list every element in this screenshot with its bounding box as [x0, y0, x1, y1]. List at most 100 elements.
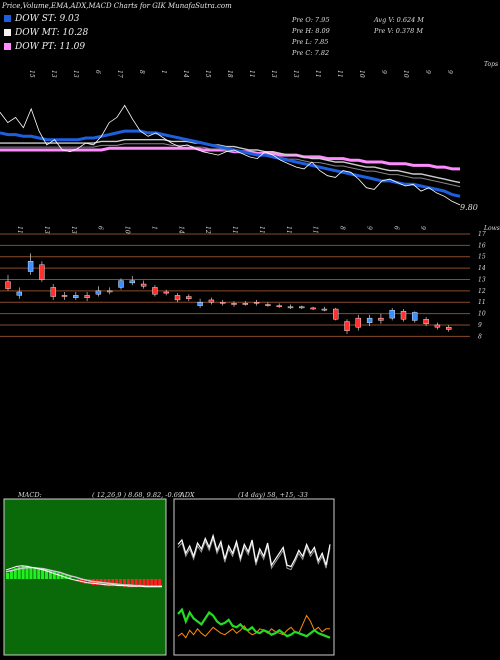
macd-title: MACD:	[18, 491, 42, 499]
top-date-label: 10	[358, 70, 365, 78]
candle-body	[276, 305, 282, 307]
candle-body	[61, 295, 68, 297]
candle-body	[73, 295, 79, 298]
top-date-label: 10	[402, 70, 409, 78]
candle-body	[129, 280, 136, 284]
macd-name: MACD	[18, 491, 40, 499]
adx-values: (14 day) 58, +15, -33	[238, 491, 308, 499]
y-tick-label: 10	[478, 311, 486, 318]
candle-body	[152, 287, 158, 295]
macd-histogram-bar	[84, 579, 87, 584]
candle-body	[355, 317, 361, 328]
macd-histogram-bar	[158, 579, 162, 588]
legend-dow-mt: DOW MT: 10.28	[4, 28, 88, 38]
candle-body	[412, 312, 418, 321]
mid-date-label: 8	[339, 226, 346, 230]
macd-histogram-bar	[126, 579, 130, 588]
macd-histogram-bar	[56, 573, 60, 579]
candle-body	[378, 317, 384, 321]
macd-histogram-bar	[37, 568, 41, 579]
chart-header-title: Price,Volume,EMA,ADX,MACD Charts for GIK…	[2, 2, 232, 10]
price-gridlines: 17 16 15 14 13 12 11 10 9 8	[0, 231, 486, 340]
macd-histogram-bar	[146, 579, 150, 588]
macd-histogram-bar	[115, 579, 119, 587]
candle-body	[95, 290, 102, 295]
macd-histogram-bar	[154, 579, 158, 588]
top-date-label: 17	[116, 70, 123, 78]
macd-histogram-bar	[52, 571, 56, 579]
adx-series-di	[177, 607, 331, 639]
series-line-price	[0, 104, 461, 206]
macd-histogram-bar	[150, 579, 154, 588]
macd-histogram-bar	[29, 567, 33, 579]
y-tick-label: 17	[478, 231, 486, 238]
macd-line	[5, 565, 162, 588]
mid-date-label: 14	[177, 226, 184, 234]
top-date-labels: 15 13 13 6 17 8 1 14 15 18 11 13 13 11 11 10 9 10 9 9	[28, 70, 453, 78]
top-date-label: 6	[94, 70, 101, 74]
top-date-label: 18	[226, 70, 233, 78]
mid-date-label: 13	[70, 226, 77, 234]
macd-histogram-bar	[48, 570, 52, 579]
adx-background	[173, 498, 335, 656]
series-line-ema-mid	[0, 138, 461, 184]
stat-open: Pre O: 7.95	[292, 16, 330, 24]
stat-low: Pre L: 7.85	[292, 38, 329, 46]
mid-date-label: 13	[43, 226, 50, 234]
adx-title: ADX	[180, 491, 195, 499]
lows-label: Lows	[483, 225, 500, 232]
mid-date-label: 6	[392, 226, 399, 230]
macd-histogram-bar	[123, 579, 126, 588]
candle-body	[344, 321, 350, 331]
candles	[5, 253, 452, 335]
candle-body	[27, 261, 34, 272]
candle-body	[174, 295, 181, 301]
adx-series-di	[177, 614, 330, 639]
tops-label: Tops	[484, 61, 498, 68]
candle-body	[265, 304, 271, 306]
top-date-label: 1	[160, 70, 167, 74]
price-axis-label: 9.80	[460, 203, 478, 212]
macd-histogram-bar	[138, 579, 142, 588]
macd-histogram-bar	[33, 567, 37, 579]
macd-values: ( 12,26,9 ) 8.68, 9.82, -0.69	[92, 491, 182, 499]
y-tick-label: 11	[478, 299, 486, 306]
candle-body	[333, 308, 339, 320]
macd-histogram-bar	[134, 579, 138, 588]
macd-histogram-bar	[119, 579, 123, 587]
candle-body	[140, 283, 147, 287]
top-date-label: 13	[72, 70, 79, 78]
macd-histogram-bar	[25, 565, 29, 579]
top-date-label: 11	[314, 70, 321, 78]
y-tick-label: 9	[478, 322, 482, 329]
candle-body	[231, 303, 237, 305]
candle-body	[366, 317, 373, 323]
y-tick-label: 13	[478, 276, 486, 283]
top-date-label: 15	[204, 70, 211, 78]
legend-dow-pt-label: DOW PT: 11.09	[15, 42, 86, 52]
mid-date-label: 10	[124, 226, 131, 234]
y-tick-label: 16	[478, 242, 486, 249]
candle-body	[118, 280, 124, 288]
legend-dow-mt-label: DOW MT: 10.28	[15, 28, 89, 38]
mid-date-labels: 11 13 13 6 10 1 14 12 11 11 11 11 8 9 6 9	[16, 226, 426, 234]
top-date-label: 8	[138, 70, 145, 74]
macd-histogram-bar	[142, 579, 146, 588]
legend-dow-pt: DOW PT: 11.09	[4, 42, 85, 52]
macd-histogram-bar	[68, 576, 72, 579]
candle-body	[16, 291, 22, 296]
macd-chart	[3, 498, 167, 656]
legend-swatch-mt	[4, 29, 11, 36]
candle-body	[446, 327, 452, 330]
mid-date-label: 11	[258, 226, 265, 234]
top-date-label: 9	[424, 70, 431, 74]
mid-date-label: 11	[231, 226, 238, 234]
candle-body	[50, 287, 56, 297]
legend-dow-st: DOW ST: 9.03	[4, 14, 80, 24]
candle-body	[299, 306, 305, 309]
candlestick-chart: 11 13 13 6 10 1 14 12 11 11 11 11 8 9 6 9 1716151413121…	[0, 225, 500, 340]
stat-close: Pre C: 7.82	[292, 49, 330, 57]
y-tick-label: 14	[478, 265, 486, 272]
stat-avg-volume: Avg V: 0.624 M	[374, 16, 424, 24]
top-date-label: 9	[446, 70, 453, 74]
